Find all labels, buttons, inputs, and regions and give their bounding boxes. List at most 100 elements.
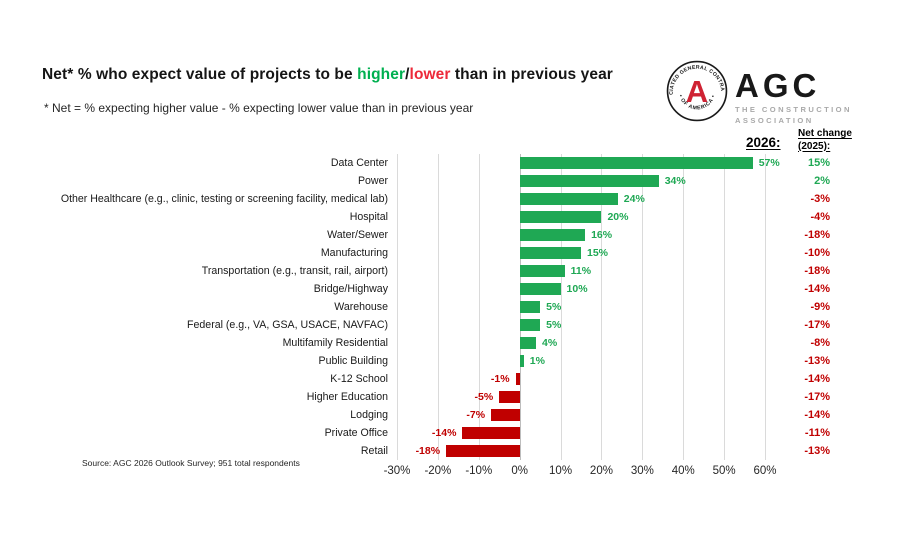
gridline (765, 154, 766, 460)
bar-value-label: 11% (570, 265, 592, 277)
x-tick-label: -20% (424, 465, 452, 477)
x-tick-label: 10% (549, 465, 573, 477)
chart-rows: Data Center 57% 15% Power 34% 2% Other Healthc… (40, 154, 860, 460)
negative-bar (499, 391, 520, 403)
title-lower: lower (409, 66, 451, 83)
negative-bar (491, 409, 520, 421)
chart-row: Private Office -14% -11% (40, 424, 860, 442)
bar-value-label: 34% (664, 175, 686, 187)
net-change-value: -14% (804, 373, 830, 385)
bar-chart: 2026: Net change (2025): Data Center 57% 1… (40, 128, 860, 486)
chart-row: Multifamily Residential 4% -8% (40, 334, 860, 352)
bar-cell: 57% (397, 154, 780, 172)
bar-value-label: -18% (415, 445, 441, 457)
bar-cell: 24% (397, 190, 765, 208)
negative-bar (446, 445, 520, 457)
bar-value-label: -14% (431, 427, 457, 439)
category-label: Lodging (350, 409, 388, 421)
category-label: Data Center (330, 157, 388, 169)
bar-cell: 4% (397, 334, 765, 352)
positive-bar (519, 247, 581, 259)
bar-value-label: 57% (758, 157, 780, 169)
bar-value-label: -1% (490, 373, 510, 385)
x-tick-label: 30% (630, 465, 654, 477)
bar-cell: -7% (397, 406, 765, 424)
net-change-header: Net change (2025): (798, 128, 852, 153)
category-label: Bridge/Highway (313, 283, 388, 295)
x-tick-label: 20% (589, 465, 613, 477)
bar-value-label: 5% (546, 319, 562, 331)
gridline (642, 154, 644, 460)
negative-bar (462, 427, 520, 439)
positive-bar (519, 283, 561, 295)
bar-cell: 10% (397, 280, 765, 298)
chart-row: K-12 School -1% -14% (40, 370, 860, 388)
title-higher: higher (357, 66, 406, 83)
bar-cell: 11% (397, 262, 765, 280)
positive-bar (519, 265, 565, 277)
category-label: Federal (e.g., VA, GSA, USACE, NAVFAC) (187, 319, 388, 331)
net-change-value: 2% (814, 175, 830, 187)
chart-row: Transportation (e.g., transit, rail, air… (40, 262, 860, 280)
category-label: Hospital (349, 211, 388, 223)
bar-cell: 16% (397, 226, 765, 244)
bar-cell: 34% (397, 172, 765, 190)
chart-row: Power 34% 2% (40, 172, 860, 190)
positive-bar (519, 337, 536, 349)
bar-value-label: 15% (587, 247, 609, 259)
category-label: Warehouse (334, 301, 388, 313)
title-suffix: than in previous year (450, 66, 613, 83)
category-label: Transportation (e.g., transit, rail, air… (201, 265, 388, 277)
agc-tagline-line1: THE CONSTRUCTION (735, 104, 852, 114)
chart-row: Hospital 20% -4% (40, 208, 860, 226)
net-change-value: -17% (804, 319, 830, 331)
agc-wordmark-block: AGC THE CONSTRUCTION ASSOCIATION (735, 69, 852, 125)
gridline (601, 154, 603, 460)
gridline (397, 154, 398, 460)
category-label: Power (357, 175, 388, 187)
positive-bar (519, 157, 753, 169)
agc-wordmark: AGC (735, 67, 821, 104)
category-label: Public Building (318, 355, 389, 367)
chart-row: Other Healthcare (e.g., clinic, testing … (40, 190, 860, 208)
chart-row: Federal (e.g., VA, GSA, USACE, NAVFAC) 5%… (40, 316, 860, 334)
net-change-value: -3% (810, 193, 830, 205)
agc-seal-icon: ASSOCIATED GENERAL CONTRACTORS • OF AMER… (666, 60, 728, 122)
gridline (724, 154, 726, 460)
x-axis: -30% -20% -10% 0% 10% 20% 30% 40% 50% 60% (384, 460, 777, 486)
x-tick-label: -30% (383, 465, 411, 477)
positive-bar (519, 301, 541, 313)
bar-value-label: 24% (623, 193, 645, 205)
bar-cell: 20% (397, 208, 765, 226)
category-label: Retail (360, 445, 388, 457)
chart-row: Lodging -7% -14% (40, 406, 860, 424)
category-label: Other Healthcare (e.g., clinic, testing … (60, 193, 388, 205)
positive-bar (519, 319, 541, 331)
net-change-header-line2: (2025): (798, 140, 831, 152)
bar-value-label: -5% (474, 391, 494, 403)
bar-cell: -1% (397, 370, 765, 388)
net-change-value: -10% (804, 247, 830, 259)
bar-cell: 5% (397, 298, 765, 316)
x-tick-label: 50% (712, 465, 736, 477)
bar-cell: 15% (397, 244, 765, 262)
net-change-value: -14% (804, 283, 830, 295)
chart-row: Data Center 57% 15% (40, 154, 860, 172)
year-2026-header: 2026: (746, 135, 781, 150)
bar-cell: 1% (397, 352, 765, 370)
net-change-value: -13% (804, 445, 830, 457)
x-tick-label: 40% (671, 465, 695, 477)
net-change-value: -8% (810, 337, 830, 349)
positive-bar (519, 355, 524, 367)
net-change-value: -11% (804, 427, 830, 439)
net-change-value: -4% (810, 211, 830, 223)
gridline (437, 154, 439, 460)
bar-value-label: 10% (566, 283, 588, 295)
net-change-value: -13% (804, 355, 830, 367)
category-label: Water/Sewer (327, 229, 388, 241)
bar-cell: -5% (397, 388, 765, 406)
bar-value-label: 20% (607, 211, 629, 223)
chart-row: Water/Sewer 16% -18% (40, 226, 860, 244)
negative-bar (515, 373, 520, 385)
positive-bar (519, 211, 602, 223)
